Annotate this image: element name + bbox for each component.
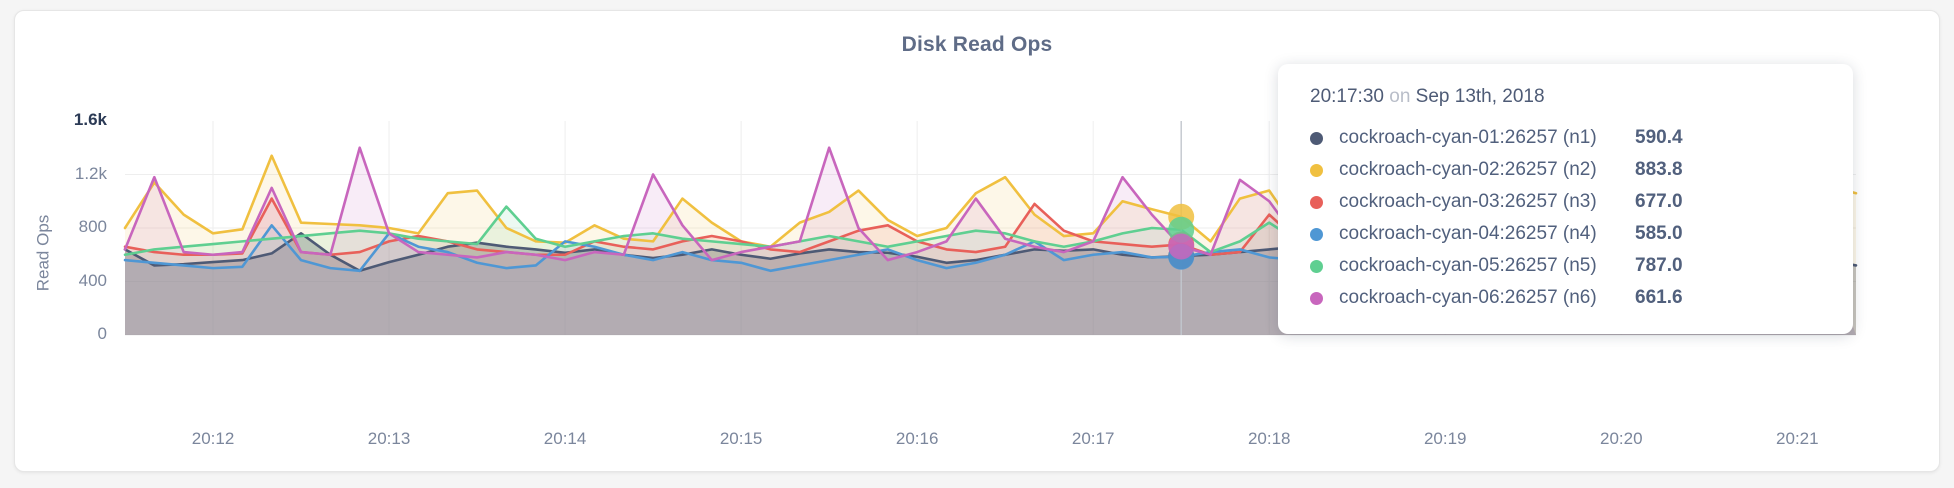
hover-marker-dot [1168, 233, 1195, 260]
tooltip-series-list: cockroach-cyan-01:26257 (n1) 590.4 cockroa… [1310, 122, 1825, 314]
x-axis-tick-label: 20:13 [367, 429, 411, 448]
series-color-dot-icon [1310, 131, 1323, 145]
tooltip-series-value: 585.0 [1635, 223, 1683, 244]
tooltip-series-label: cockroach-cyan-02:26257 (n2) [1339, 159, 1597, 180]
x-axis-tick-label: 20:18 [1247, 429, 1291, 448]
tooltip-series-label: cockroach-cyan-03:26257 (n3) [1339, 191, 1597, 212]
x-axis-tick-label: 20:15 [719, 429, 763, 448]
y-axis-tick-label: 0 [97, 324, 107, 343]
x-axis-tick-label: 20:20 [1600, 429, 1643, 448]
y-axis-tick-label: 800 [78, 217, 107, 236]
series-color-dot-icon [1310, 163, 1323, 177]
tooltip-series-label: cockroach-cyan-04:26257 (n4) [1339, 223, 1597, 244]
series-color-dot-icon [1310, 259, 1323, 273]
y-axis-tick-label: 1.2k [74, 163, 107, 183]
hover-tooltip: 20:17:30 on Sep 13th, 2018 cockroach-cya… [1278, 64, 1853, 334]
tooltip-series-value: 590.4 [1635, 127, 1683, 148]
tooltip-series-label: cockroach-cyan-01:26257 (n1) [1339, 127, 1597, 148]
tooltip-series-value: 883.8 [1635, 159, 1683, 180]
x-axis-tick-label: 20:14 [543, 429, 587, 448]
x-axis-tick-label: 20:17 [1071, 429, 1115, 448]
page-title: Disk Read Ops [901, 33, 1053, 56]
x-axis-tick-label: 20:21 [1776, 429, 1819, 448]
y-axis-tick-label: 400 [78, 270, 107, 290]
series-color-dot-icon [1310, 291, 1323, 305]
tooltip-row: cockroach-cyan-05:26257 (n5) 787.0 [1310, 250, 1825, 282]
tooltip-row: cockroach-cyan-04:26257 (n4) 585.0 [1310, 218, 1825, 250]
tooltip-row: cockroach-cyan-01:26257 (n1) 590.4 [1310, 122, 1825, 154]
tooltip-time: 20:17:30 [1310, 86, 1384, 107]
tooltip-row: cockroach-cyan-02:26257 (n2) 883.8 [1310, 154, 1825, 186]
tooltip-series-value: 661.6 [1635, 287, 1683, 308]
tooltip-series-value: 677.0 [1635, 191, 1683, 212]
tooltip-series-label: cockroach-cyan-05:26257 (n5) [1339, 255, 1597, 276]
tooltip-series-value: 787.0 [1635, 255, 1683, 276]
tooltip-on-word: on [1389, 86, 1411, 107]
tooltip-date: Sep 13th, 2018 [1415, 86, 1545, 107]
x-axis-tick-label: 20:19 [1423, 429, 1467, 448]
x-axis-tick-label: 20:12 [191, 429, 235, 448]
y-axis-tick-label: 1.6k [73, 110, 107, 129]
series-color-dot-icon [1310, 195, 1323, 209]
tooltip-row: cockroach-cyan-03:26257 (n3) 677.0 [1310, 186, 1825, 218]
x-axis-tick-label: 20:16 [895, 429, 939, 448]
tooltip-row: cockroach-cyan-06:26257 (n6) 661.6 [1310, 282, 1825, 314]
series-color-dot-icon [1310, 227, 1323, 241]
chart-card: Disk Read Ops Read Ops 0 400 800 1.2k 1.6k 2… [14, 10, 1940, 472]
tooltip-timestamp: 20:17:30 on Sep 13th, 2018 [1310, 86, 1825, 108]
tooltip-series-label: cockroach-cyan-06:26257 (n6) [1339, 287, 1597, 308]
